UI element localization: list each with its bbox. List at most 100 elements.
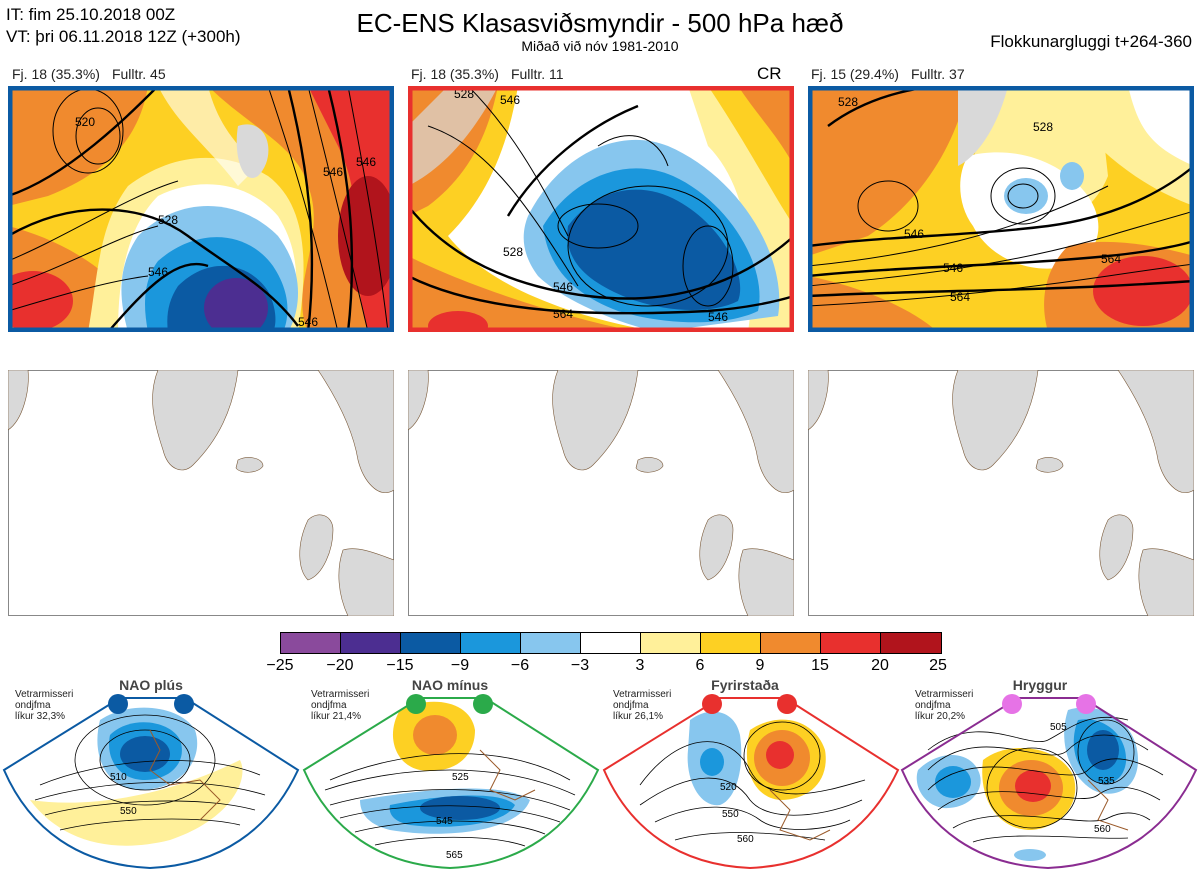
contour-label: 528 <box>158 213 178 227</box>
contour-label: 550 <box>722 809 739 820</box>
cluster-3-label: Fj. 15 (29.4%) Fulltr. 37 <box>811 66 977 82</box>
cluster-3-rep: Fulltr. 37 <box>910 66 965 82</box>
colorbar-tick: 9 <box>755 657 765 674</box>
regime-3-dot-left <box>702 694 722 714</box>
regime-note-line: Vetrarmisseri <box>613 689 672 700</box>
colorbar-swatch <box>460 632 521 654</box>
cluster-3-map: 528 528 546 546 564 564 <box>808 86 1194 332</box>
contour-label: 546 <box>943 261 963 275</box>
colorbar-swatch <box>760 632 821 654</box>
regime-2-title: NAO mínus <box>411 677 489 693</box>
regime-2-dot-left <box>406 694 426 714</box>
colorbar-swatch <box>640 632 701 654</box>
contour-label: 525 <box>452 772 469 783</box>
contour-label: 564 <box>1101 252 1121 266</box>
cluster-1-map: 520 528 546 546 546 546 <box>8 86 394 332</box>
regime-2-map: 525 545 565 <box>302 694 600 870</box>
colorbar-swatch <box>340 632 401 654</box>
regime-1-title: NAO plús <box>119 677 183 693</box>
regime-1-map: 510 550 <box>2 694 300 870</box>
contour-label: 546 <box>323 165 343 179</box>
cluster-1-count: Fj. 18 (35.3%) <box>12 66 100 82</box>
colorbar-tick: 25 <box>929 657 947 674</box>
regime-4-title: Hryggur <box>1012 677 1068 693</box>
regime-note-line: Vetrarmisseri <box>915 689 974 700</box>
colorbar-tick: −9 <box>450 657 470 674</box>
colorbar-tick: 6 <box>695 657 705 674</box>
regime-note-line: ondjfma <box>915 700 951 711</box>
colorbar: −25 −20 −15 −9 −6 −3 3 6 9 15 20 25 <box>266 632 947 674</box>
page-title: EC-ENS Klasasviðsmyndir - 500 hPa hæð <box>356 8 844 38</box>
regime-note-line: ondjfma <box>613 700 649 711</box>
colorbar-tick: 15 <box>811 657 829 674</box>
colorbar-tick: 3 <box>635 657 645 674</box>
contour-label: 545 <box>436 816 453 827</box>
vt-line: VT: þri 06.11.2018 12Z (+300h) <box>6 27 241 46</box>
colorbar-tick: −3 <box>570 657 590 674</box>
base-map-3 <box>808 370 1194 616</box>
contour-label: 535 <box>1098 776 1115 787</box>
regime-3-dot-right <box>777 694 797 714</box>
contour-label: 520 <box>720 782 737 793</box>
colorbar-swatch <box>820 632 881 654</box>
regime-3-note: Vetrarmisseri ondjfma líkur 26,1% <box>613 689 671 722</box>
regime-note-line: líkur 21,4% <box>311 711 362 722</box>
cluster-1-label: Fj. 18 (35.3%) Fulltr. 45 <box>12 66 178 82</box>
colorbar-swatch <box>580 632 641 654</box>
contour-label: 546 <box>553 280 573 294</box>
contour-label: 564 <box>553 307 573 321</box>
contour-label: 546 <box>148 265 168 279</box>
colorbar-swatch <box>280 632 341 654</box>
contour-label: 546 <box>356 155 376 169</box>
contour-label: 560 <box>737 834 754 845</box>
regime-1-dot-left <box>108 694 128 714</box>
regime-4-dot-right <box>1076 694 1096 714</box>
cluster-2-tag: CR <box>757 64 782 83</box>
colorbar-swatch <box>700 632 761 654</box>
cluster-2-count: Fj. 18 (35.3%) <box>411 66 499 82</box>
cluster-3-count: Fj. 15 (29.4%) <box>811 66 899 82</box>
base-map-1 <box>8 370 394 616</box>
regime-note-line: ondjfma <box>311 700 347 711</box>
regime-4-map: 505 535 560 <box>900 694 1198 870</box>
regime-note-line: ondjfma <box>15 700 51 711</box>
colorbar-swatch <box>520 632 581 654</box>
regime-2-note: Vetrarmisseri ondjfma líkur 21,4% <box>311 689 369 722</box>
page-subtitle: Miðað við nóv 1981-2010 <box>521 38 679 54</box>
colorbar-tick: −25 <box>266 657 294 674</box>
cluster-1-frame <box>8 86 394 332</box>
colorbar-swatch <box>880 632 942 654</box>
contour-label: 520 <box>75 115 95 129</box>
contour-label: 510 <box>110 772 127 783</box>
regime-note-line: Vetrarmisseri <box>311 689 370 700</box>
regime-4-dot-left <box>1002 694 1022 714</box>
cluster-2-frame <box>408 86 794 332</box>
regime-note-line: líkur 32,3% <box>15 711 66 722</box>
base-map-2 <box>408 370 794 616</box>
cluster-2-map: 528 528 546 546 564 546 <box>408 86 794 332</box>
header-dates: IT: fim 25.10.2018 00Z VT: þri 06.11.201… <box>6 4 241 48</box>
cluster-3-frame <box>808 86 1194 332</box>
classification-window: Flokkunargluggi t+264-360 <box>990 32 1192 51</box>
regime-3-map: 520 550 560 <box>602 694 900 870</box>
contour-label: 546 <box>298 315 318 329</box>
regime-3-title: Fyrirstaða <box>711 677 779 693</box>
contour-label: 546 <box>708 310 728 324</box>
cluster-2-label: Fj. 18 (35.3%) Fulltr. 11 <box>411 66 576 82</box>
contour-label: 528 <box>503 245 523 259</box>
colorbar-tick: −20 <box>326 657 354 674</box>
colorbar-tick: 20 <box>871 657 889 674</box>
contour-label: 505 <box>1050 722 1067 733</box>
regime-note-line: Vetrarmisseri <box>15 689 74 700</box>
colorbar-tick: −15 <box>386 657 414 674</box>
contour-label: 528 <box>1033 120 1053 134</box>
regime-2-dot-right <box>473 694 493 714</box>
contour-label: 550 <box>120 806 137 817</box>
cluster-1-rep: Fulltr. 45 <box>111 66 166 82</box>
contour-label: 564 <box>950 290 970 304</box>
regime-1-dot-right <box>174 694 194 714</box>
contour-label: 546 <box>500 93 520 107</box>
contour-label: 528 <box>838 95 858 109</box>
colorbar-tick: −6 <box>510 657 530 674</box>
regime-1-note: Vetrarmisseri ondjfma líkur 32,3% <box>15 689 73 722</box>
